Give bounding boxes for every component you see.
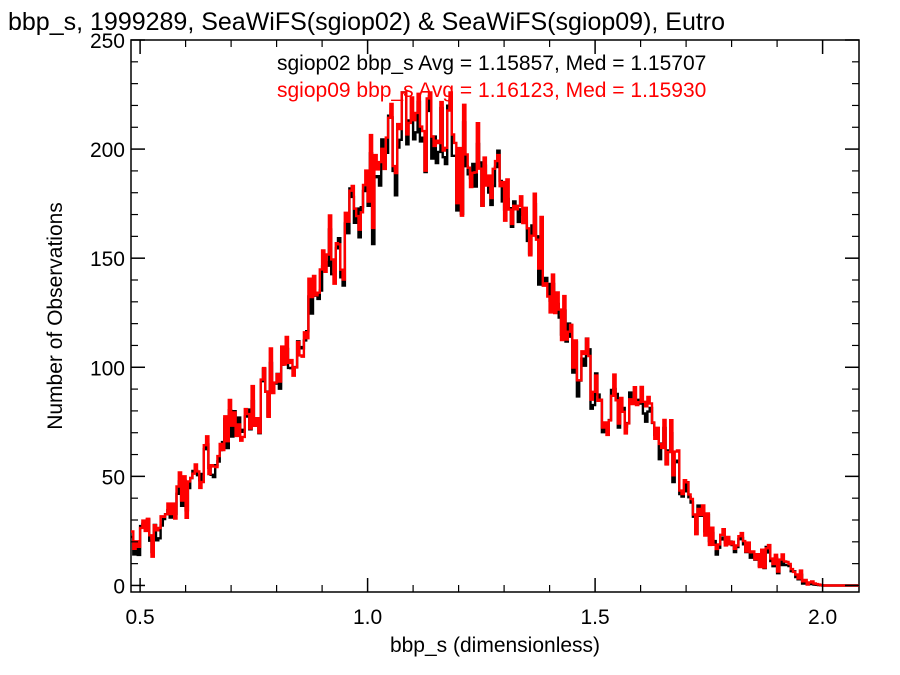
stat-annotation-sgiop02: sgiop02 bbp_s Avg = 1.15857, Med = 1.157… xyxy=(277,52,706,75)
x-tick-label: 1.0 xyxy=(353,606,382,629)
y-axis-title: Number of Observations xyxy=(44,202,67,430)
x-tick-label: 2.0 xyxy=(808,606,837,629)
x-axis-title: bbp_s (dimensionless) xyxy=(390,634,600,657)
histogram-series-line xyxy=(131,91,859,587)
y-tick-label: 200 xyxy=(90,139,125,162)
y-tick-label: 0 xyxy=(113,575,125,598)
y-tick-label: 150 xyxy=(90,248,125,271)
y-tick-label: 250 xyxy=(90,30,125,53)
x-tick-label: 1.5 xyxy=(580,606,609,629)
stat-annotation-sgiop09: sgiop09 bbp_s Avg = 1.16123, Med = 1.159… xyxy=(277,79,706,102)
x-tick-label: 0.5 xyxy=(125,606,154,629)
y-tick-label: 50 xyxy=(102,466,125,489)
series-layer xyxy=(131,91,859,587)
chart-title: bbp_s, 1999289, SeaWiFS(sgiop02) & SeaWi… xyxy=(8,8,725,36)
y-tick-label: 100 xyxy=(90,357,125,380)
ticks-layer: 0.5 1.0 1.5 2.0 0 50 100 150 200 250 xyxy=(90,30,859,629)
plot-frame xyxy=(130,39,860,593)
